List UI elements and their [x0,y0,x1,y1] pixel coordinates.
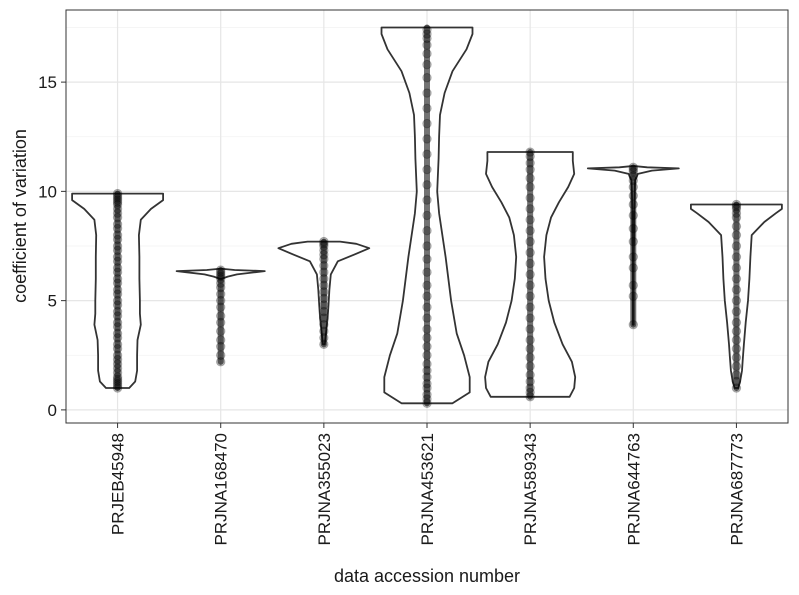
y-tick-label: 5 [48,292,57,311]
y-axis-label: coefficient of variation [10,129,30,303]
x-tick-label: PRJNA687773 [727,433,746,545]
x-axis-label: data accession number [334,566,520,586]
y-tick-label: 0 [48,401,57,420]
x-tick-label: PRJNA168470 [212,433,231,545]
x-tick-label: PRJNA453621 [418,433,437,545]
y-tick-label: 10 [38,182,57,201]
x-tick-label: PRJNA355023 [315,433,334,545]
data-points [112,24,742,409]
y-axis: 0 5 10 15 [38,73,66,420]
x-tick-label: PRJEB45948 [109,433,128,535]
x-tick-label: PRJNA644763 [624,433,643,545]
x-axis: PRJEB45948 PRJNA168470 PRJNA355023 PRJNA453… [109,423,746,545]
x-tick-label: PRJNA589343 [521,433,540,545]
y-tick-label: 15 [38,73,57,92]
